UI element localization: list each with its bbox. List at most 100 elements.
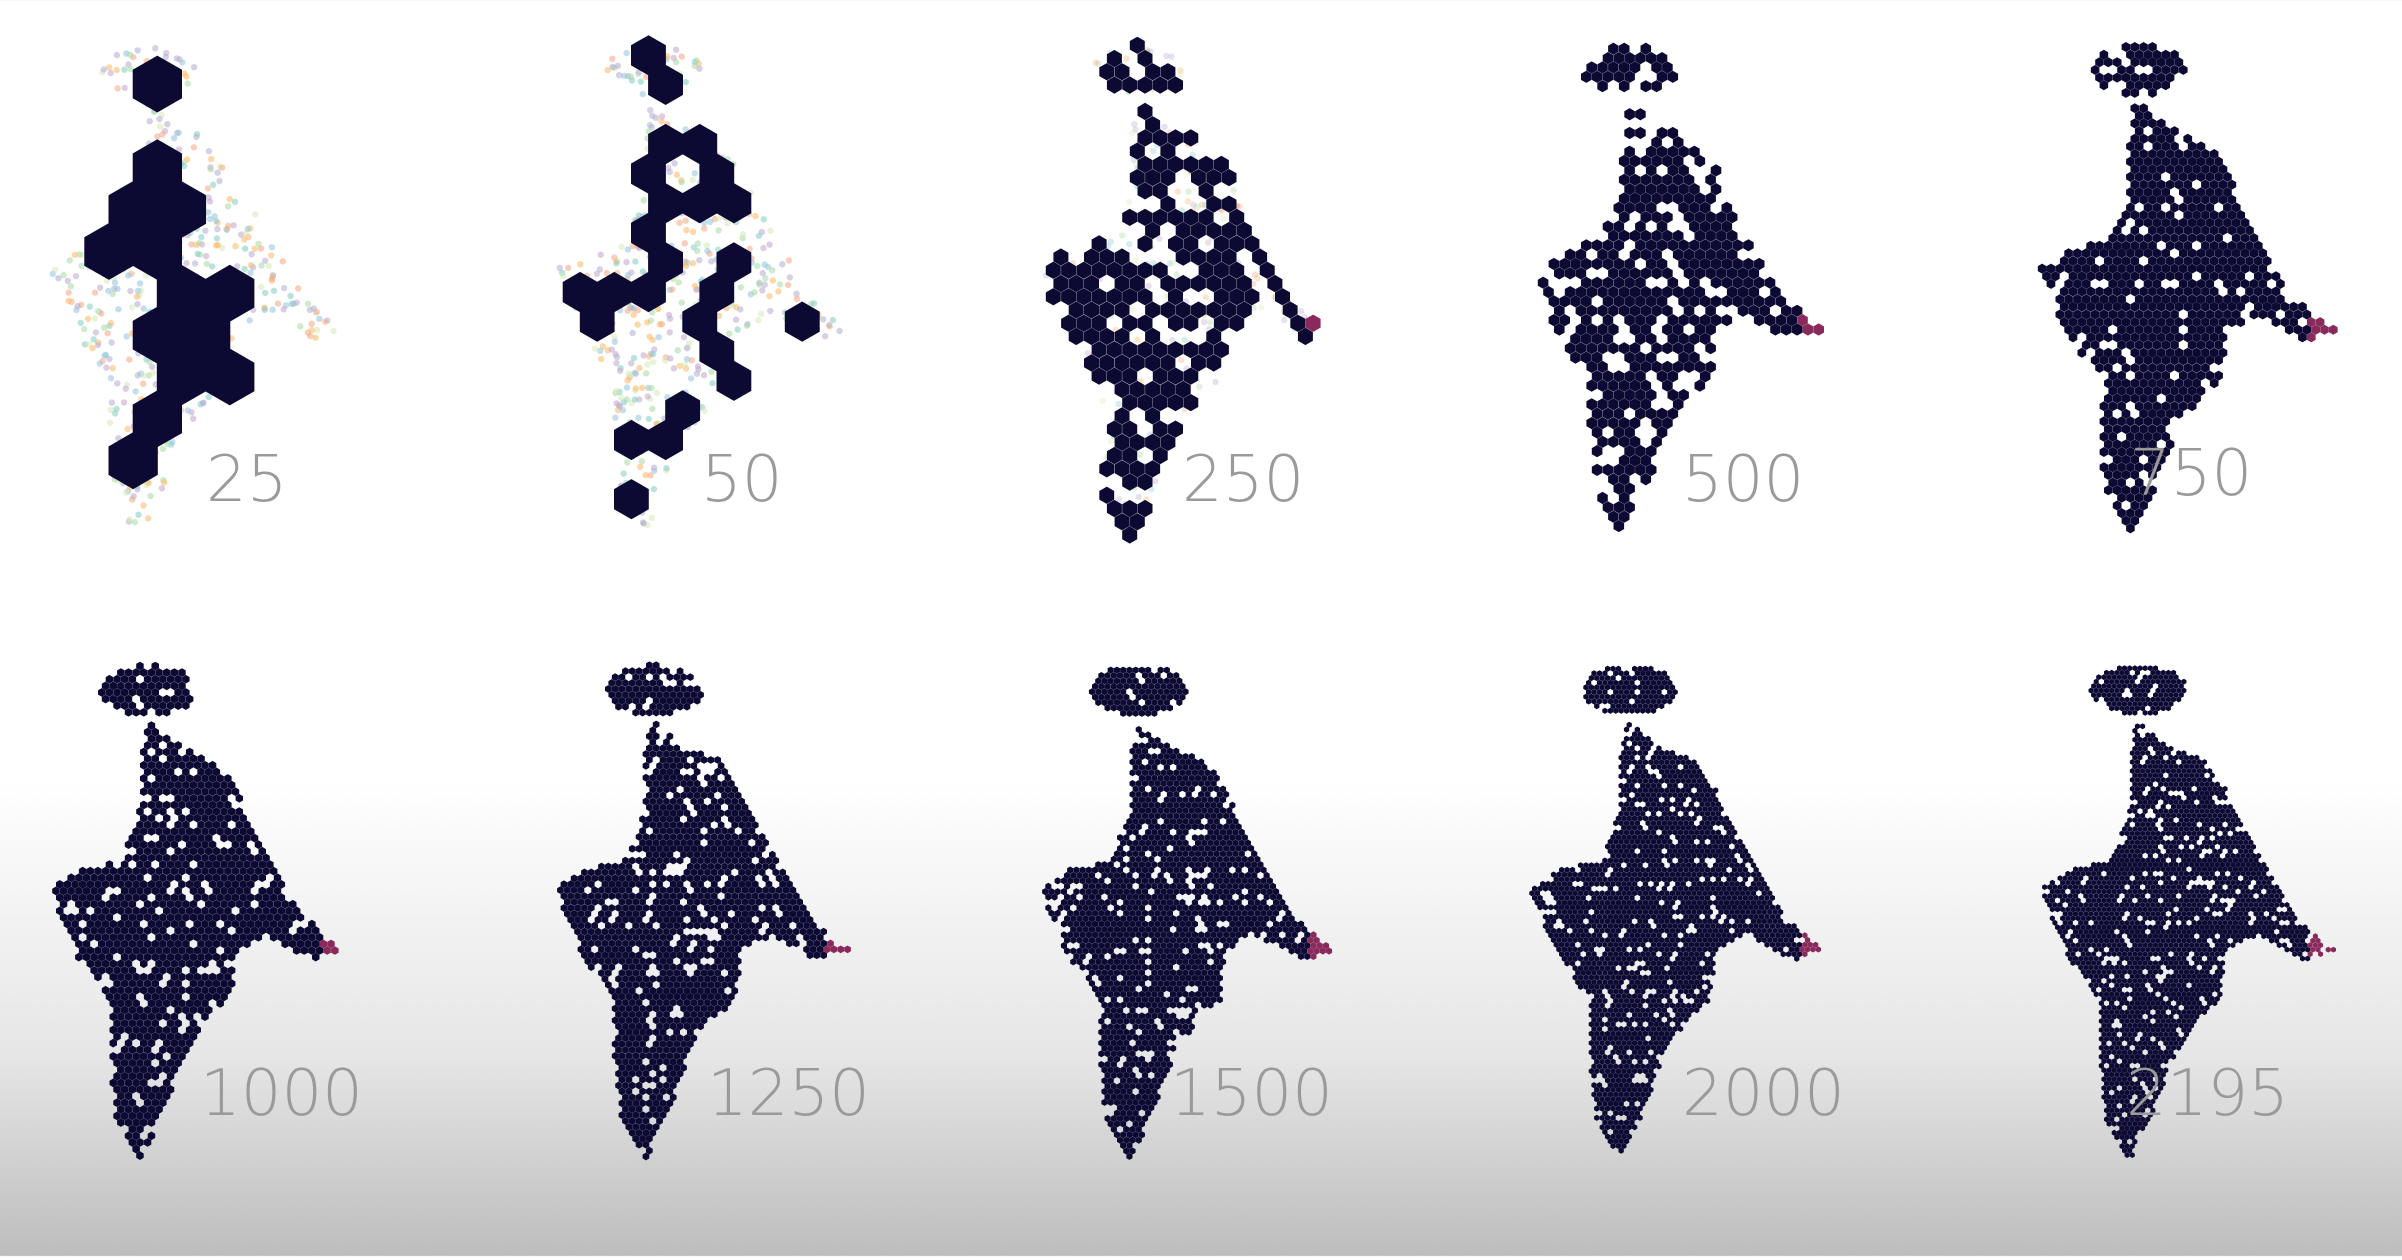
hexagon-cell bbox=[1613, 482, 1625, 495]
hexagon-cell bbox=[2161, 324, 2170, 335]
hexagon-cell bbox=[663, 821, 670, 829]
hexagon-cell bbox=[124, 1091, 133, 1101]
hexagon-cell bbox=[1106, 49, 1122, 68]
hexagon-cell bbox=[239, 893, 247, 902]
hexagon-cell bbox=[710, 986, 718, 995]
hexagon-cell bbox=[1629, 398, 1641, 411]
hexagon-cell bbox=[1629, 323, 1641, 336]
hexagon-cell bbox=[2231, 248, 2241, 259]
hexagon-cell bbox=[1683, 360, 1695, 373]
scatter-point bbox=[136, 280, 144, 287]
hexagon-cell bbox=[1656, 126, 1668, 140]
scatter-point bbox=[639, 519, 647, 526]
hexagon-cell bbox=[639, 862, 646, 871]
hexagon-cell bbox=[113, 1111, 121, 1121]
scatter-point bbox=[85, 341, 92, 348]
hexagon-cell bbox=[2130, 42, 2140, 52]
hexagon-cell bbox=[758, 833, 766, 841]
hexagon-cell bbox=[216, 893, 224, 902]
hexagon-cell bbox=[646, 1146, 653, 1155]
hexagon-cell bbox=[748, 886, 756, 894]
hexagon-cell bbox=[216, 800, 224, 810]
hexagon-cell bbox=[1645, 445, 1657, 458]
hexagon-cell bbox=[827, 939, 834, 948]
hexagon-cell bbox=[577, 921, 585, 930]
hexagon-cell bbox=[697, 951, 704, 960]
hexagon-cell bbox=[697, 797, 704, 806]
hexagon-cell bbox=[1117, 682, 1124, 690]
scatter-point bbox=[658, 321, 665, 328]
hexagon-cell bbox=[1252, 248, 1268, 266]
hexagon-cell bbox=[2231, 202, 2241, 213]
hexagon-cell bbox=[2192, 225, 2201, 236]
hexagon-cell bbox=[717, 986, 725, 995]
hexagon-cell bbox=[669, 833, 677, 841]
hexagon-cell bbox=[2130, 286, 2140, 297]
scatter-point bbox=[128, 496, 136, 503]
hexagon-cell bbox=[1068, 327, 1084, 346]
hexagon-cell bbox=[728, 827, 735, 835]
hexagon-cell bbox=[1114, 407, 1130, 425]
hexagon-cell bbox=[1183, 235, 1199, 253]
hexagon-cell bbox=[2139, 42, 2148, 52]
hexagon-cell bbox=[1662, 154, 1673, 168]
hexagon-cell bbox=[156, 264, 207, 322]
hexagon-cell bbox=[1091, 314, 1107, 332]
hexagon-cell bbox=[170, 800, 179, 810]
scatter-point bbox=[754, 262, 761, 270]
scatter-point bbox=[672, 46, 680, 53]
hexagon-cell bbox=[577, 933, 585, 942]
hexagon-cell bbox=[2126, 233, 2135, 243]
hexagon-cell bbox=[201, 999, 209, 1008]
hexagon-cell bbox=[680, 850, 687, 859]
hexagon-cell bbox=[673, 886, 680, 894]
scatter-point bbox=[761, 281, 768, 288]
hexagon-cell bbox=[2126, 171, 2135, 182]
hexagon-cell bbox=[680, 838, 687, 847]
hexagon-cell bbox=[1651, 417, 1662, 430]
hexagon-cell bbox=[1591, 463, 1603, 476]
scatter-point bbox=[113, 51, 121, 59]
hexagon-cell bbox=[2187, 171, 2197, 182]
hexagon-cell bbox=[132, 946, 140, 955]
hexagon-cell bbox=[765, 892, 773, 900]
hexagon-cell bbox=[669, 797, 677, 806]
hexagon-cell bbox=[220, 939, 228, 949]
hexagon-cell bbox=[243, 833, 251, 843]
hexagon-cell bbox=[1137, 182, 1153, 200]
hexagon-cell bbox=[710, 975, 718, 983]
hexagon-cell bbox=[642, 833, 650, 841]
scatter-point bbox=[212, 217, 220, 225]
hexagon-cell bbox=[1581, 332, 1592, 345]
hexagon-cell bbox=[147, 1065, 156, 1074]
hexagon-cell bbox=[1148, 758, 1155, 766]
hexagon-cell bbox=[174, 833, 182, 843]
hexagon-cell bbox=[1629, 417, 1641, 430]
hexagon-cell bbox=[704, 856, 711, 865]
hexagon-cell bbox=[618, 1075, 626, 1084]
scatter-point bbox=[776, 281, 784, 288]
hexagon-cell bbox=[166, 939, 175, 949]
hexagon-cell bbox=[120, 1005, 129, 1015]
hexagon-cell bbox=[628, 939, 636, 948]
hexagon-cell bbox=[2165, 408, 2175, 419]
scatter-point bbox=[760, 244, 767, 252]
hexagon-cell bbox=[1157, 742, 1164, 750]
hexagon-cell bbox=[666, 708, 674, 717]
hexagon-cell bbox=[1107, 699, 1114, 707]
hexagon-cell bbox=[235, 886, 243, 896]
hexagon-cell bbox=[622, 1057, 629, 1066]
hexagon-cell bbox=[2192, 301, 2201, 312]
hexagon-cell bbox=[687, 1028, 694, 1037]
hexagon-cell bbox=[2139, 408, 2148, 419]
hexagon-cell bbox=[2192, 256, 2201, 266]
hexagon-cell bbox=[182, 767, 190, 777]
bin-count-label: 1250 bbox=[707, 1057, 870, 1131]
hexagon-cell bbox=[680, 673, 687, 681]
scatter-point bbox=[152, 45, 159, 52]
hexagon-cell bbox=[1721, 295, 1733, 308]
hexagon-cell bbox=[143, 688, 152, 697]
hexagon-cell bbox=[1629, 229, 1641, 242]
scatter-point bbox=[125, 61, 132, 68]
hexagon-cell bbox=[618, 981, 626, 989]
